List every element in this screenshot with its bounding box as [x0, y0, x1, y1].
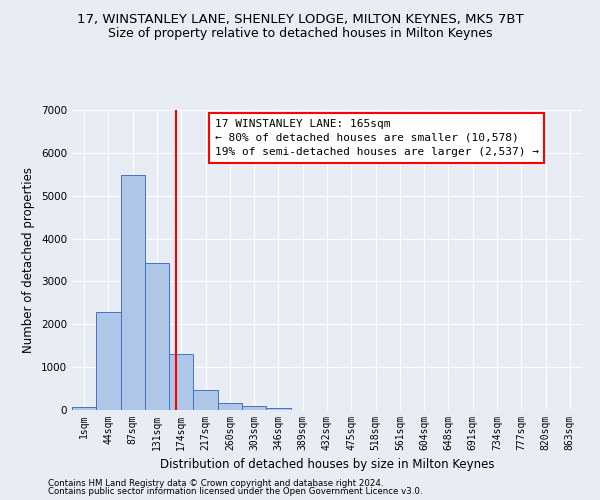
Bar [266, 408, 290, 410]
Text: 17, WINSTANLEY LANE, SHENLEY LODGE, MILTON KEYNES, MK5 7BT: 17, WINSTANLEY LANE, SHENLEY LODGE, MILT… [77, 12, 523, 26]
Bar [121, 175, 145, 410]
Text: Contains HM Land Registry data © Crown copyright and database right 2024.: Contains HM Land Registry data © Crown c… [48, 478, 383, 488]
Bar [242, 406, 266, 410]
X-axis label: Distribution of detached houses by size in Milton Keynes: Distribution of detached houses by size … [160, 458, 494, 471]
Text: Size of property relative to detached houses in Milton Keynes: Size of property relative to detached ho… [108, 28, 492, 40]
Y-axis label: Number of detached properties: Number of detached properties [22, 167, 35, 353]
Bar [218, 403, 242, 410]
Bar [193, 390, 218, 410]
Text: Contains public sector information licensed under the Open Government Licence v3: Contains public sector information licen… [48, 488, 422, 496]
Bar [145, 262, 169, 410]
Bar [72, 406, 96, 410]
Bar [96, 312, 121, 410]
Bar [169, 354, 193, 410]
Text: 17 WINSTANLEY LANE: 165sqm
← 80% of detached houses are smaller (10,578)
19% of : 17 WINSTANLEY LANE: 165sqm ← 80% of deta… [215, 119, 539, 157]
